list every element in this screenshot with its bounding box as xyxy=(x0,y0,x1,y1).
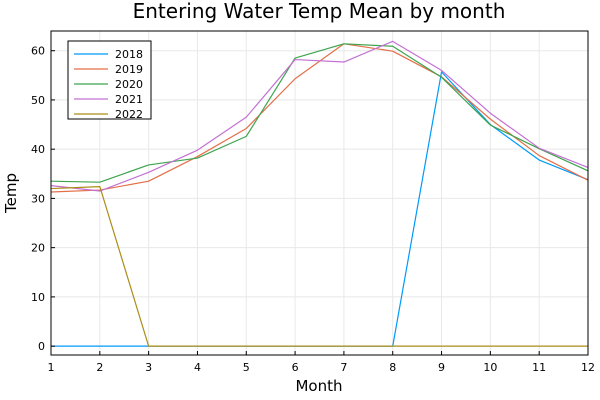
chart-title: Entering Water Temp Mean by month xyxy=(133,0,506,23)
legend: 2018 2019 2020 2021 2022 xyxy=(67,40,152,121)
y-tick-label: 50 xyxy=(31,94,45,107)
y-axis-label: Temp xyxy=(2,173,20,214)
y-axis-ticks: 0 10 20 30 40 50 60 xyxy=(31,45,55,353)
x-tick-label: 2 xyxy=(96,361,103,374)
x-tick-label: 3 xyxy=(145,361,152,374)
x-tick-label: 5 xyxy=(243,361,250,374)
legend-label-2021: 2021 xyxy=(115,93,143,106)
x-tick-label: 11 xyxy=(532,361,546,374)
y-tick-label: 40 xyxy=(31,143,45,156)
x-tick-label: 9 xyxy=(438,361,445,374)
y-tick-label: 20 xyxy=(31,242,45,255)
y-tick-label: 60 xyxy=(31,45,45,58)
x-tick-label: 10 xyxy=(483,361,497,374)
y-tick-label: 30 xyxy=(31,192,45,205)
x-tick-label: 12 xyxy=(581,361,595,374)
series-lines xyxy=(50,40,589,347)
y-tick-label: 0 xyxy=(38,340,45,353)
x-axis-label: Month xyxy=(295,377,342,395)
legend-label-2022: 2022 xyxy=(115,108,143,121)
x-tick-label: 4 xyxy=(194,361,201,374)
legend-label-2018: 2018 xyxy=(115,48,143,61)
series-line-2022 xyxy=(50,186,588,347)
x-axis-ticks: 1 2 3 4 5 6 7 8 9 10 11 12 xyxy=(48,351,595,374)
series-line-2020 xyxy=(50,43,589,183)
legend-label-2019: 2019 xyxy=(115,63,143,76)
x-tick-label: 7 xyxy=(340,361,347,374)
plot-frame xyxy=(50,30,589,356)
x-tick-label: 1 xyxy=(48,361,55,374)
x-tick-label: 6 xyxy=(292,361,299,374)
y-tick-label: 10 xyxy=(31,291,45,304)
legend-label-2020: 2020 xyxy=(115,78,143,91)
x-tick-label: 8 xyxy=(389,361,396,374)
series-line-2021 xyxy=(50,40,589,192)
